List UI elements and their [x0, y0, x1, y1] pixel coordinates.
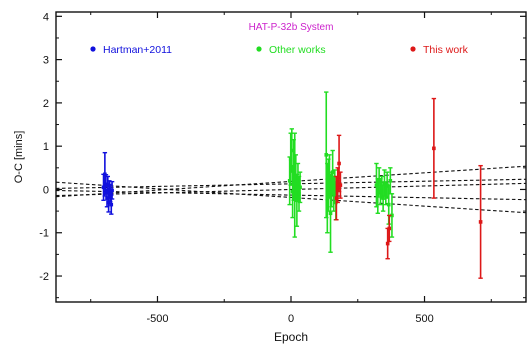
data-point	[101, 185, 106, 190]
data-point	[106, 200, 111, 205]
legend-label-this-work: This work	[423, 44, 469, 56]
x-axis-label: Epoch	[274, 330, 308, 344]
data-point	[104, 182, 108, 187]
legend: Hartman+2011 Other works This work	[90, 44, 469, 56]
data-point	[326, 183, 331, 187]
series-2	[334, 97, 483, 279]
data-point	[291, 168, 296, 172]
data-point	[385, 241, 390, 246]
data-point	[390, 213, 394, 218]
data-point	[381, 196, 385, 200]
legend-marker-other-works	[256, 46, 262, 52]
data-point	[374, 183, 379, 187]
data-point	[332, 181, 337, 185]
y-tick-label: 3	[43, 55, 49, 67]
data-point	[327, 174, 332, 179]
fit-lines	[56, 165, 526, 214]
data-point	[290, 189, 295, 194]
y-tick-label: 1	[43, 141, 49, 153]
data-point	[378, 189, 383, 194]
data-point	[109, 202, 114, 207]
legend-marker-this-work	[410, 46, 416, 52]
legend-label-other-works: Other works	[269, 44, 326, 56]
data-point	[375, 194, 380, 198]
data-point	[297, 191, 301, 196]
data-point	[334, 196, 339, 200]
legend-entry-this-work: This work	[410, 44, 469, 56]
y-tick-label: -2	[39, 271, 49, 283]
data-point	[106, 183, 110, 187]
data-point	[290, 148, 294, 153]
chart-title: HAT-P-32b System	[249, 22, 334, 33]
data-point	[329, 187, 334, 192]
legend-marker-hartman	[90, 46, 96, 52]
data-point	[386, 202, 391, 207]
data-point	[337, 161, 341, 166]
data-point	[110, 188, 114, 193]
data-point	[287, 179, 292, 183]
data-point	[478, 220, 483, 224]
data-point	[328, 211, 333, 216]
data-point	[432, 146, 436, 151]
y-tick-label: 4	[43, 11, 49, 23]
axis-ticks: -500 0 500 -2 -1 0 1 2 3 4	[39, 11, 526, 325]
data-series	[101, 91, 483, 279]
data-point	[338, 183, 343, 187]
x-tick-label: -500	[146, 313, 168, 325]
data-point	[388, 179, 393, 183]
data-point	[298, 185, 302, 190]
data-point	[296, 179, 300, 183]
legend-entry-other-works: Other works	[256, 44, 326, 56]
data-point	[387, 226, 392, 231]
data-point	[294, 174, 298, 179]
data-point	[331, 191, 336, 196]
legend-entry-hartman: Hartman+2011	[90, 44, 172, 56]
y-tick-label: 0	[43, 184, 49, 196]
legend-label-hartman: Hartman+2011	[103, 44, 172, 56]
data-point	[108, 191, 113, 195]
data-point	[292, 183, 297, 187]
fit-line	[56, 181, 526, 214]
data-point	[288, 157, 293, 161]
data-point	[377, 179, 381, 183]
x-tick-label: 0	[288, 313, 294, 325]
y-tick-label: 2	[43, 98, 49, 110]
fit-line	[56, 182, 526, 197]
data-point	[335, 183, 340, 187]
y-tick-label: -1	[39, 228, 49, 240]
data-point	[295, 198, 299, 203]
data-point	[330, 170, 335, 174]
x-tick-label: 500	[415, 313, 433, 325]
series-0	[101, 151, 115, 215]
data-point	[384, 191, 388, 196]
data-point	[105, 196, 109, 200]
y-axis-label: O-C [mins]	[13, 131, 25, 184]
data-point	[324, 153, 329, 157]
data-point	[107, 187, 112, 192]
data-point	[379, 185, 384, 190]
